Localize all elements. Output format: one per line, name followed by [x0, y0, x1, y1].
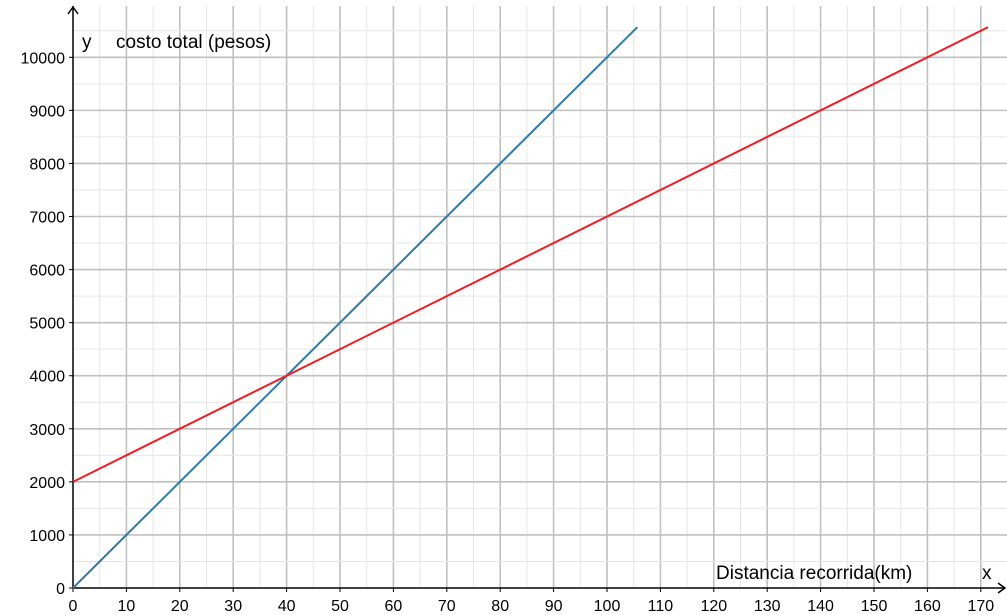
y-tick-label: 5000 — [29, 316, 65, 333]
x-tick-label: 30 — [224, 598, 242, 615]
x-tick-label: 170 — [967, 598, 994, 615]
x-tick-label: 140 — [807, 598, 834, 615]
y-tick-label: 0 — [56, 581, 65, 598]
x-tick-label: 120 — [700, 598, 727, 615]
x-tick-label: 20 — [171, 598, 189, 615]
x-axis-letter: x — [982, 563, 992, 584]
tick-labels: 0 10 20 30 40 50 60 70 80 90 100 110 120 130 140 150 160… — [21, 50, 995, 615]
x-tick-label: 40 — [278, 598, 296, 615]
x-tick-label: 160 — [914, 598, 941, 615]
x-tick-label: 0 — [69, 598, 78, 615]
y-tick-label: 3000 — [29, 422, 65, 439]
y-tick-label: 6000 — [29, 263, 65, 280]
y-axis-label: costo total (pesos) — [116, 32, 271, 53]
y-axis-arrow — [67, 5, 79, 15]
y-tick-label: 10000 — [21, 50, 66, 67]
x-tick-label: 70 — [438, 598, 456, 615]
x-axis-label: Distancia recorrida(km) — [716, 563, 912, 584]
y-axis-letter: y — [82, 32, 92, 53]
y-tick-label: 1000 — [29, 528, 65, 545]
x-tick-label: 90 — [545, 598, 563, 615]
x-tick-label: 50 — [331, 598, 349, 615]
x-tick-label: 110 — [648, 598, 674, 615]
y-tick-label: 2000 — [29, 475, 65, 492]
x-tick-label: 100 — [594, 598, 621, 615]
axes — [67, 5, 1007, 594]
x-tick-label: 150 — [861, 598, 888, 615]
x-tick-label: 60 — [385, 598, 403, 615]
series-line-1 — [72, 26, 639, 589]
x-tick-label: 10 — [118, 598, 136, 615]
x-tick-label: 130 — [754, 598, 781, 615]
grid — [73, 6, 1007, 588]
x-tick-label: 80 — [491, 598, 509, 615]
y-tick-label: 7000 — [29, 210, 65, 227]
y-tick-label: 4000 — [29, 369, 65, 386]
x-axis-arrow — [997, 582, 1007, 594]
y-tick-label: 8000 — [29, 156, 65, 173]
y-tick-label: 9000 — [29, 103, 65, 120]
series-line-2 — [72, 26, 989, 483]
series-lines — [72, 26, 989, 589]
